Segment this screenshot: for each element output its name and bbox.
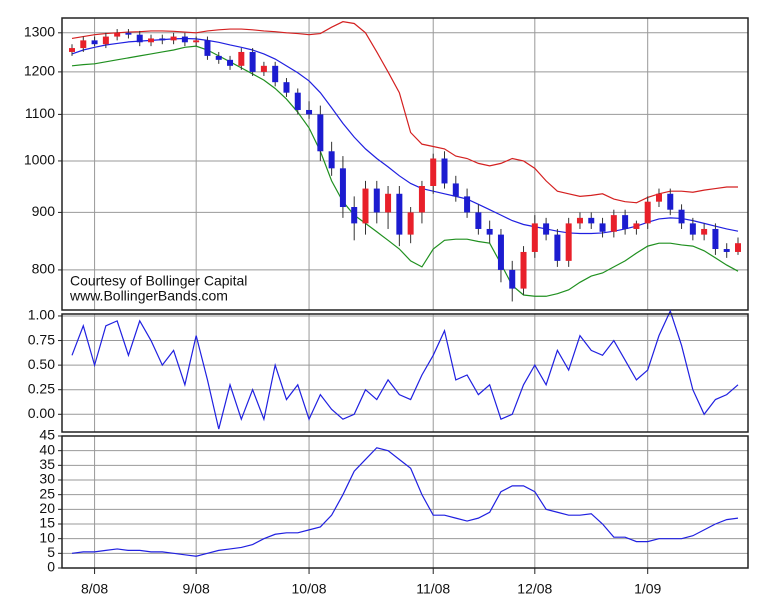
panel-frame	[61, 17, 749, 311]
candle-body	[204, 40, 211, 56]
candle-body	[441, 158, 448, 184]
candle-body	[701, 228, 708, 235]
candle-body	[294, 92, 301, 110]
candle-body	[599, 223, 606, 232]
candle-body	[283, 82, 290, 93]
y-tick-label: 15	[39, 515, 55, 531]
candle-body	[339, 168, 346, 208]
line	[71, 309, 739, 430]
candle-body	[351, 207, 358, 224]
candle-body	[622, 215, 629, 229]
candle-body	[385, 193, 392, 213]
y-tick-label: 10	[39, 529, 55, 545]
candle-body	[102, 36, 109, 45]
x-tick-label: 1/09	[634, 581, 661, 597]
candle-body	[114, 32, 121, 37]
candle-body	[396, 193, 403, 235]
y-tick-label: 0.00	[28, 405, 55, 421]
candle-body	[712, 228, 719, 250]
candle-body	[215, 55, 222, 60]
candle-body	[181, 36, 188, 43]
x-tick-label: 8/08	[81, 581, 108, 597]
candle-body	[531, 223, 538, 252]
annotation: www.BollingerBands.com	[69, 288, 228, 304]
candle-body	[554, 234, 561, 261]
candle-body	[159, 38, 166, 41]
candle-body	[655, 193, 662, 202]
candle-body	[249, 51, 256, 72]
panel-frame	[61, 313, 749, 433]
panel-frame	[61, 435, 749, 569]
candle-body	[227, 59, 234, 66]
candle-body	[486, 228, 493, 235]
candle-body	[543, 223, 550, 235]
x-tick-label: 9/08	[183, 581, 210, 597]
candle-body	[80, 40, 87, 49]
band-line	[71, 45, 739, 297]
candle-body	[464, 196, 471, 213]
candle-body	[193, 40, 200, 43]
candle-body	[260, 65, 267, 72]
candle-body	[509, 269, 516, 289]
candle-body	[576, 217, 583, 224]
candle-body	[520, 251, 527, 289]
candle-body	[452, 183, 459, 197]
candle-body	[475, 212, 482, 229]
candle-body	[689, 223, 696, 235]
y-tick-label: 0.75	[28, 331, 55, 347]
y-tick-label: 35	[39, 456, 55, 472]
x-tick-label: 11/08	[416, 581, 450, 597]
candle-body	[418, 186, 425, 213]
band-line	[71, 37, 739, 235]
y-tick-label: 1100	[25, 105, 55, 121]
candle-body	[723, 249, 730, 252]
candle-body	[497, 234, 504, 270]
candle-body	[565, 223, 572, 261]
band-line	[71, 21, 738, 204]
candle-body	[125, 32, 132, 35]
candle-body	[735, 243, 741, 252]
candle-body	[362, 188, 369, 224]
candle-body	[644, 201, 651, 224]
y-tick-label: 20	[39, 500, 55, 516]
candle-body	[328, 151, 335, 169]
candle-body	[317, 114, 324, 152]
y-tick-label: 0.50	[28, 356, 55, 372]
candle-body	[610, 215, 617, 232]
x-tick-label: 10/08	[292, 581, 327, 597]
candle-body	[272, 65, 279, 83]
candle-body	[430, 158, 437, 187]
candle-body	[148, 38, 155, 43]
candle-body	[633, 223, 640, 229]
x-tick-label: 12/08	[517, 581, 552, 597]
candle-body	[407, 212, 414, 235]
y-tick-label: 0	[47, 559, 55, 575]
y-tick-label: 25	[39, 485, 55, 501]
y-tick-label: 900	[32, 203, 56, 219]
candle-body	[170, 36, 177, 41]
candle-body	[667, 193, 674, 210]
candle-body	[306, 109, 313, 115]
y-tick-label: 1.00	[28, 307, 55, 323]
y-tick-label: 1000	[24, 152, 55, 168]
y-tick-label: 30	[39, 471, 55, 487]
line	[71, 447, 739, 557]
candle-body	[678, 209, 685, 224]
candle-body	[136, 34, 143, 43]
candle-body	[238, 51, 245, 66]
candle-body	[588, 217, 595, 224]
y-tick-label: 1300	[24, 24, 55, 40]
y-tick-label: 45	[39, 427, 55, 443]
candle-body	[91, 40, 98, 45]
y-tick-label: 40	[39, 441, 55, 457]
y-tick-label: 800	[32, 261, 56, 277]
y-tick-label: 0.25	[28, 380, 55, 396]
candle-body	[69, 48, 75, 52]
y-tick-label: 5	[47, 544, 55, 560]
candle-body	[373, 188, 380, 213]
annotation: Courtesy of Bollinger Capital	[70, 273, 247, 289]
y-tick-label: 1200	[24, 63, 55, 79]
